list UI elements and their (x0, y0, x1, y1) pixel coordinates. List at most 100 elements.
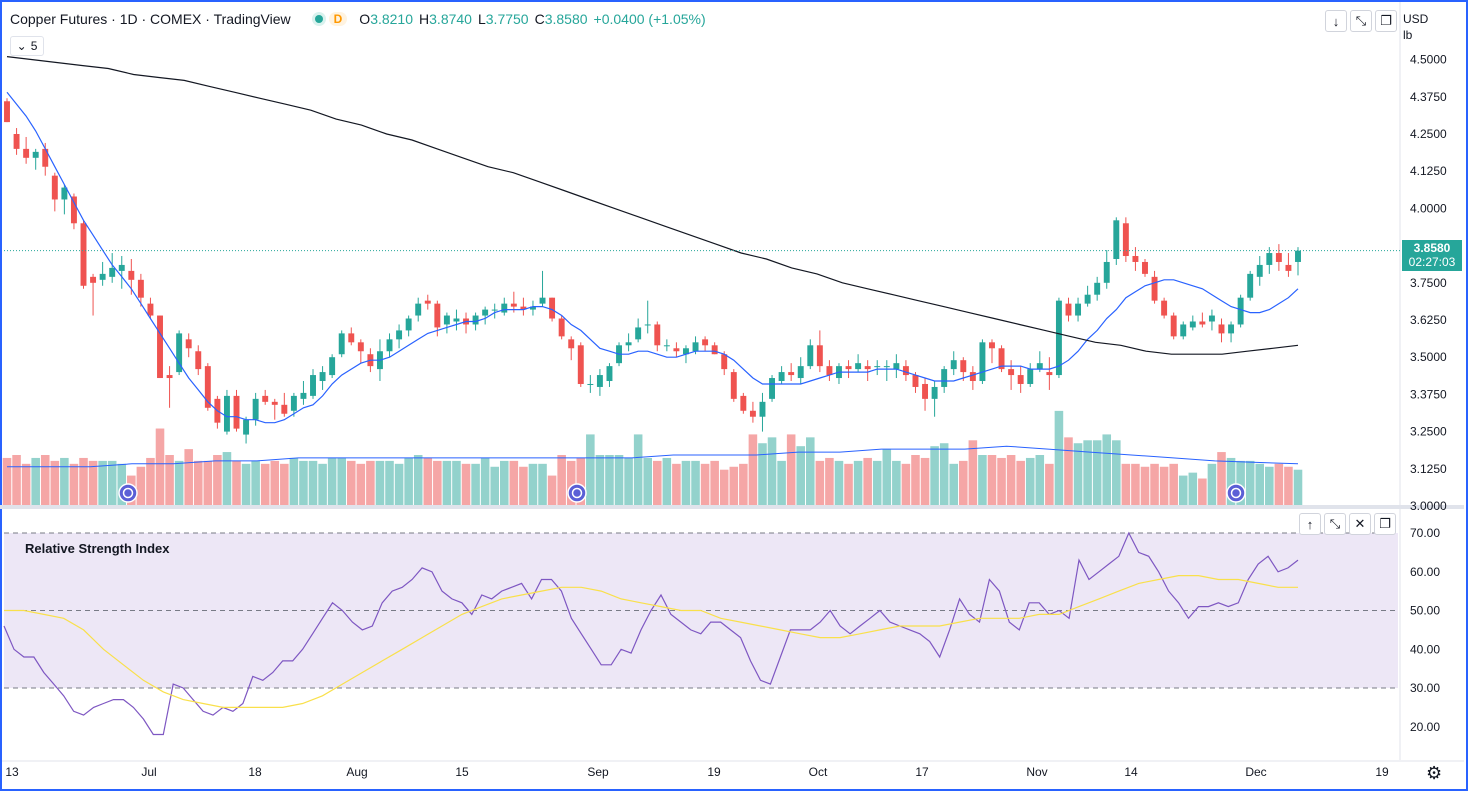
candle-body (1228, 324, 1235, 334)
open-value: O3.8210 (359, 11, 414, 27)
candle-body (1266, 253, 1273, 265)
candle-body (1017, 375, 1024, 384)
candle-body (424, 300, 431, 304)
volume-bar (834, 460, 844, 505)
candle-body (51, 175, 58, 200)
volume-bar (1217, 452, 1226, 505)
volume-bar (1083, 440, 1092, 505)
candle-body (902, 366, 909, 376)
candle-body (740, 395, 747, 411)
candle-body (989, 342, 995, 349)
candle-body (1256, 264, 1263, 277)
candle-body (1247, 273, 1254, 298)
volume-bar (815, 460, 825, 505)
close-rsi-pane-button[interactable]: ✕ (1349, 513, 1371, 535)
last-price-value: 3.8580 (1413, 241, 1451, 255)
candle-body (654, 324, 661, 346)
candle-body (1218, 324, 1225, 334)
volume-bar (767, 437, 777, 505)
scale-currency-unit[interactable]: USD lb (1403, 11, 1428, 43)
event-marker-inner (1230, 487, 1242, 499)
candle-body (950, 360, 957, 370)
volume-bar (21, 463, 31, 505)
volume-bar (557, 455, 566, 505)
volume-bar (710, 460, 719, 505)
volume-bar (1293, 469, 1303, 505)
unit-label[interactable]: lb (1403, 28, 1413, 42)
restore-icon: ❐ (1380, 13, 1392, 28)
candle-body (998, 348, 1005, 370)
candle-body (4, 101, 10, 123)
volume-bar (547, 475, 557, 505)
move-pane-down-button[interactable]: ↓ (1325, 10, 1347, 32)
move-pane-up-button[interactable]: ↑ (1299, 513, 1321, 535)
market-status-dot (314, 15, 323, 23)
candle-body (520, 306, 527, 310)
candle-body (195, 351, 202, 370)
candle-body (1046, 372, 1053, 376)
candle-body (491, 309, 498, 311)
candle-body (1008, 369, 1015, 376)
candle-body (721, 354, 728, 370)
candle-body (912, 375, 919, 387)
symbol-title[interactable]: Copper Futures · 1D · COMEX · TradingVie… (10, 11, 291, 27)
volume-bar (624, 457, 633, 505)
candle-body (711, 345, 718, 355)
close-icon: ✕ (1354, 516, 1366, 531)
currency-label[interactable]: USD (1403, 12, 1429, 26)
volume-bar (978, 455, 987, 505)
candle-body (826, 366, 833, 376)
time-tick-label: 14 (1124, 765, 1138, 779)
volume-bar (1274, 463, 1284, 505)
time-tick-label: Oct (809, 765, 828, 779)
volume-bar (394, 463, 404, 505)
candle-body (692, 342, 699, 352)
maximize-rsi-pane-button[interactable]: ⤡ (1324, 513, 1346, 535)
volume-bar (519, 466, 528, 505)
volume-bar (174, 460, 184, 505)
maximize-pane-button[interactable]: ⤡ (1350, 10, 1372, 32)
rsi-title[interactable]: Relative Strength Index (25, 541, 170, 556)
volume-bar (442, 460, 452, 505)
volume-bar (50, 460, 60, 505)
time-tick-label: Aug (346, 765, 367, 779)
rsi-tick-label: 70.00 (1410, 526, 1440, 540)
restore-rsi-pane-button[interactable]: ❐ (1374, 513, 1396, 535)
volume-bar (653, 460, 662, 505)
indicators-collapse-button[interactable]: ⌄ 5 (10, 36, 44, 56)
volume-bar (872, 460, 882, 505)
volume-bar (1140, 466, 1150, 505)
volume-bar (1025, 457, 1035, 505)
volume-bar (184, 449, 193, 505)
price-tick-label: 3.0000 (1410, 499, 1447, 513)
candle-body (1161, 300, 1168, 316)
candle-body (1065, 303, 1072, 316)
volume-bar (366, 460, 375, 505)
candle-body (157, 315, 163, 379)
close-value: C3.8580 (534, 11, 588, 27)
candle-body (23, 148, 30, 158)
candle-body (185, 339, 192, 349)
price-tick-label: 3.1250 (1410, 462, 1447, 476)
candle-body (816, 345, 823, 367)
time-tick-label: 19 (1375, 765, 1389, 779)
volume-bar (165, 455, 174, 505)
candle-body (310, 375, 316, 396)
candle-body (931, 386, 938, 399)
time-tick-label: Dec (1245, 765, 1266, 779)
candle-body (137, 279, 144, 298)
time-tick-label: 19 (707, 765, 721, 779)
volume-bar (356, 463, 366, 505)
candle-body (204, 366, 211, 408)
volume-bar (31, 457, 40, 505)
rsi-pane-controls: ↑ ⤡ ✕ ❐ (1299, 513, 1396, 535)
candle-body (635, 327, 642, 340)
settings-icon[interactable]: ⚙ (1426, 763, 1443, 783)
restore-pane-button[interactable]: ❐ (1375, 10, 1397, 32)
candle-body (1151, 276, 1158, 301)
volume-bar (1092, 440, 1102, 505)
volume-bar (825, 457, 834, 505)
candle-body (70, 196, 77, 224)
candle-body (233, 395, 240, 429)
